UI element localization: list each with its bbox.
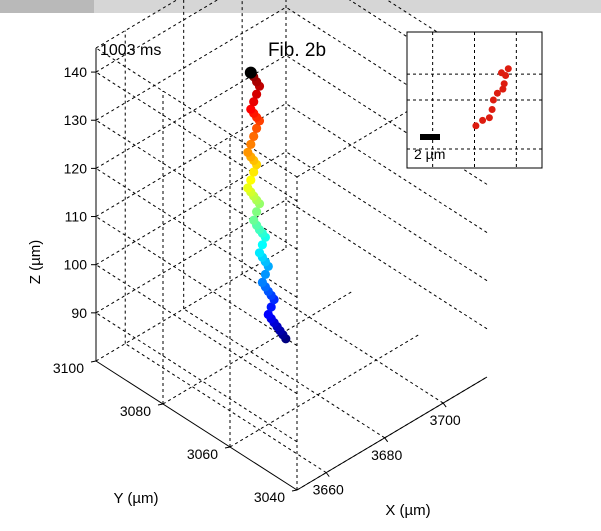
y-tick-mark (224, 446, 231, 449)
x-axis-tick-labels: 3660 3680 3700 (313, 412, 461, 498)
window-top-strip (0, 0, 601, 13)
trajectory-point (249, 131, 259, 141)
left-wall-grid-line (95, 264, 298, 395)
trajectory-point (243, 183, 253, 193)
trajectory-points (243, 66, 291, 344)
x-tick-mark (384, 437, 389, 443)
trajectory-point (260, 269, 270, 279)
floor-grid-line (95, 247, 287, 362)
x-tick-mark (325, 472, 330, 477)
trajectory-point (254, 248, 265, 258)
trajectory-point (252, 207, 262, 217)
x-tick-label: 3680 (371, 447, 402, 463)
trajectory-point (252, 123, 262, 133)
left-wall-grid-line (95, 167, 298, 298)
plot-box-edges (95, 48, 488, 491)
trajectory-start-point (244, 66, 257, 79)
trajectory-point (257, 277, 267, 287)
trajectory-point (246, 139, 256, 149)
chart-title: Fib. 2b (268, 40, 326, 61)
floor-grid-line (162, 290, 354, 405)
x-axis-line (296, 376, 488, 491)
trajectory-point (246, 175, 256, 185)
inset-panel: 2 µm (406, 31, 543, 169)
back-wall-grid-line (95, 103, 287, 217)
right-wall-grid-line (285, 151, 488, 282)
axis-ticks (90, 71, 447, 492)
trajectory-point (249, 215, 259, 225)
right-wall-grid-line (285, 6, 488, 137)
trajectory-point (266, 302, 276, 312)
timestamp-label: 1003 ms (100, 42, 161, 59)
left-wall-grid-line (95, 216, 298, 346)
x-axis-label: X (µm) (385, 502, 430, 519)
y-tick-label: 3080 (120, 403, 151, 419)
z-axis-label: Z (µm) (27, 240, 44, 284)
left-wall-grid-line (95, 312, 298, 443)
floor-grid-line (183, 308, 385, 439)
z-tick-label: 100 (64, 257, 88, 273)
back-wall-grid-line (95, 199, 287, 314)
top-edge-line (95, 0, 178, 49)
x-tick-label: 3700 (430, 412, 461, 428)
inset-point (500, 80, 508, 88)
right-wall-grid-line (285, 54, 488, 185)
y-tick-label: 3040 (254, 489, 285, 505)
trajectory-point (249, 167, 259, 177)
y-axis-line (95, 360, 298, 491)
z-tick-label: 110 (65, 209, 88, 225)
window-tab (0, 0, 94, 13)
trajectory-point (257, 240, 267, 250)
z-tick-label: 90 (71, 305, 87, 321)
inset-scale-label: 2 µm (414, 146, 445, 162)
trajectory-point (252, 89, 262, 99)
inset-point (504, 65, 512, 73)
inset-point (488, 106, 496, 113)
z-tick-label: 120 (64, 160, 88, 176)
trajectory-point (243, 147, 253, 157)
inset-point (493, 89, 501, 97)
inset-scale-bar (420, 134, 440, 140)
y-tick-mark (291, 489, 298, 492)
right-wall-grid-line (285, 199, 488, 330)
y-tick-mark (157, 403, 164, 406)
inset-point (472, 122, 480, 130)
z-tick-label: 130 (64, 112, 88, 128)
plot-box-grid (95, 0, 488, 491)
inset-point (489, 96, 497, 104)
trajectory-point (249, 97, 259, 107)
y-tick-mark (90, 360, 97, 363)
floor-grid-line (229, 333, 421, 448)
x-tick-mark (442, 402, 447, 408)
y-tick-label: 3060 (187, 446, 218, 462)
y-axis-label: Y (µm) (113, 490, 158, 507)
trajectory-point (263, 309, 273, 320)
back-wall-grid-line (95, 0, 219, 73)
floor-grid-line (124, 343, 327, 474)
z-axis-tick-labels: 90 100 110 120 130 140 (64, 64, 88, 321)
back-wall-grid-line (95, 54, 287, 169)
y-tick-label: 3100 (53, 360, 84, 376)
inset-point (498, 69, 505, 77)
left-wall-grid-line (95, 71, 298, 202)
left-wall-grid-line (95, 119, 298, 250)
top-edge-line (296, 63, 488, 178)
x-tick-label: 3660 (313, 482, 344, 498)
z-tick-label: 140 (64, 64, 88, 80)
inset-grid (407, 32, 542, 168)
y-axis-tick-labels: 3040 3060 3080 3100 (53, 360, 285, 505)
back-wall-grid-line (95, 6, 287, 121)
right-wall-grid-line (285, 103, 488, 233)
inset-point (485, 114, 493, 122)
top-edge-line (95, 47, 298, 178)
inset-point (479, 116, 487, 124)
trajectory-point (246, 104, 256, 114)
inset-trajectory (472, 65, 512, 130)
inset-point (499, 85, 507, 93)
back-wall-grid-line (95, 151, 287, 266)
